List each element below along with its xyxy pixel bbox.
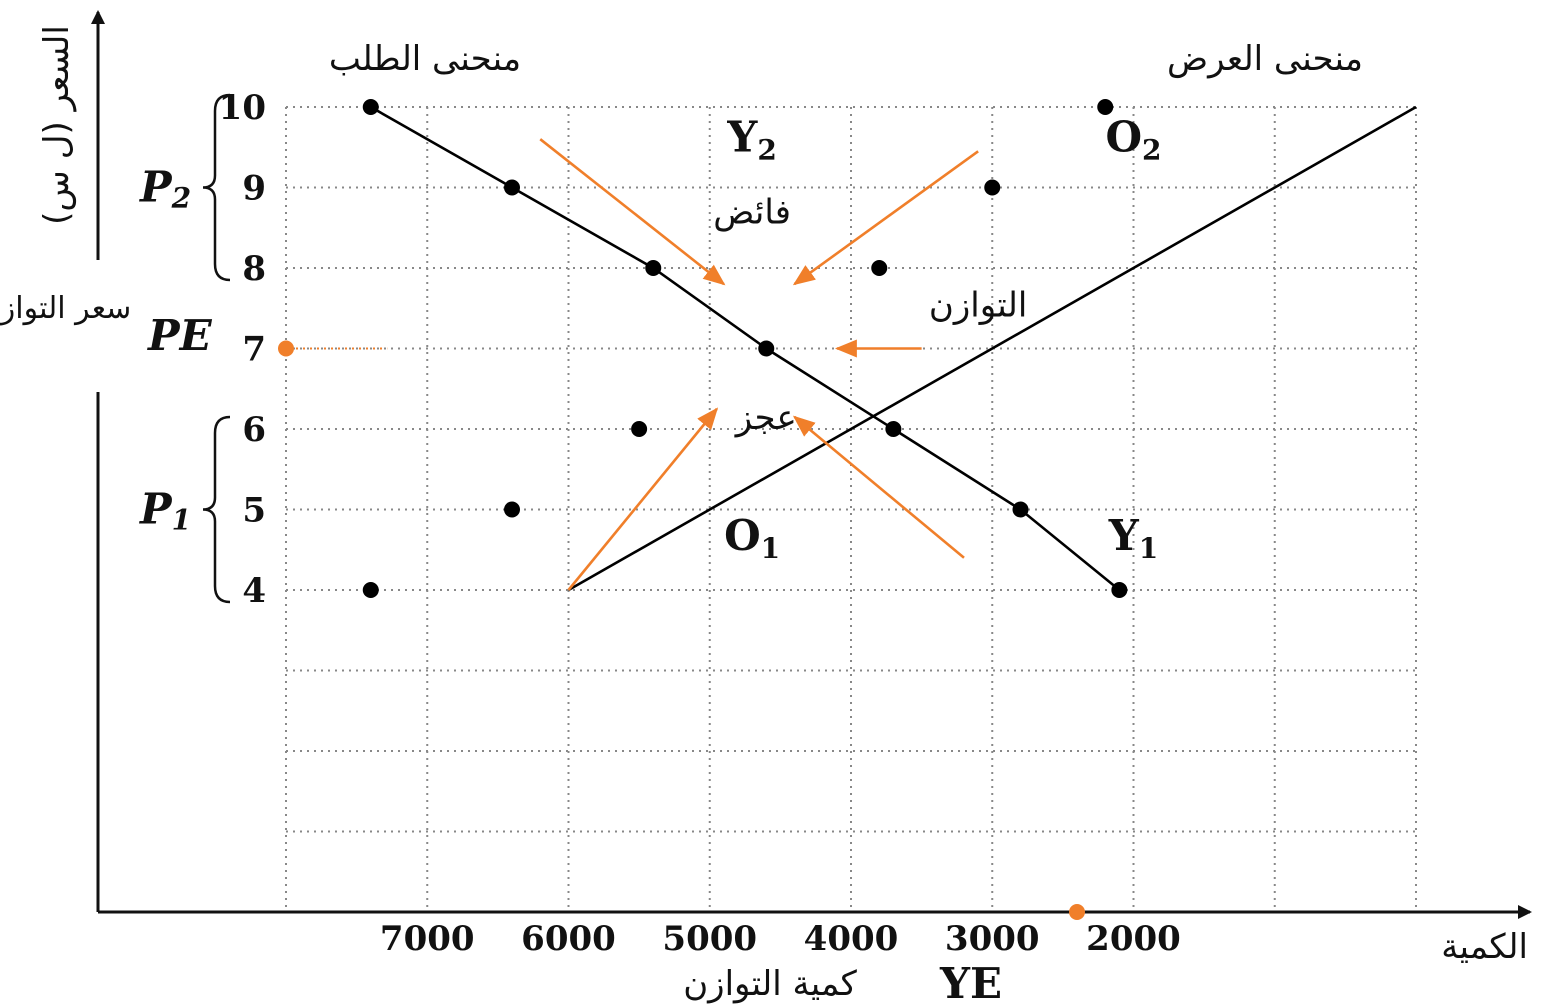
y-tick-label: 6 xyxy=(242,410,266,450)
equilibrium-price-label: سعر التوازن xyxy=(0,291,131,326)
bracket-label-subscript: 2 xyxy=(171,182,191,215)
annotations: فائض التوازن عجز xyxy=(713,193,1027,438)
supply-curve-title: منحنى العرض xyxy=(1167,39,1363,79)
x-tick-label: 3000 xyxy=(945,919,1040,959)
equilibrium-price-marker xyxy=(278,340,294,357)
x-tick-label: 5000 xyxy=(662,919,757,959)
data-point xyxy=(758,340,775,357)
x-tick-label: 4000 xyxy=(804,919,899,959)
curve-label: O1 xyxy=(724,511,780,565)
equilibrium-price-symbol: PE xyxy=(147,311,213,360)
y-tick-label: 4 xyxy=(242,571,266,611)
adjustment-arrow xyxy=(567,407,719,591)
adjustment-arrow xyxy=(792,415,965,559)
data-point xyxy=(1012,501,1029,518)
y-tick-label: 10 xyxy=(219,88,266,128)
data-points xyxy=(362,99,1128,598)
curve-label: O2 xyxy=(1105,112,1161,166)
bracket-label: P1 xyxy=(139,485,191,537)
data-point xyxy=(1111,582,1128,598)
curve-label-subscript: 1 xyxy=(1139,532,1158,565)
x-tick-label: 2000 xyxy=(1086,919,1181,959)
annotation-label: عجز xyxy=(734,398,797,438)
equilibrium-quantity-symbol: YE xyxy=(939,959,1002,1005)
data-point xyxy=(871,260,888,276)
x-tick-label: 6000 xyxy=(521,919,616,959)
curve-label-subscript: 2 xyxy=(757,133,776,166)
adjustment-arrows xyxy=(539,138,979,591)
data-point xyxy=(1097,99,1114,115)
y-tick-labels: 4 5 6 7 8 9 10 xyxy=(219,88,266,611)
y-axis-label: السعر (ل س) xyxy=(37,25,77,225)
data-point xyxy=(645,260,662,276)
x-axis-label: الكمية xyxy=(1441,927,1528,967)
price-bracket xyxy=(202,93,231,282)
data-point xyxy=(984,179,1001,196)
equilibrium-quantity-marker xyxy=(1069,904,1085,920)
adjustment-arrow xyxy=(792,150,979,286)
data-point xyxy=(631,421,648,437)
price-brackets: P2 P1 xyxy=(139,93,231,604)
x-tick-labels: 7000 6000 5000 4000 3000 2000 xyxy=(380,919,1181,959)
equilibrium-markers xyxy=(278,340,1085,920)
y-tick-label: 5 xyxy=(242,491,266,531)
y-tick-label: 9 xyxy=(242,169,266,209)
chart-grid xyxy=(285,106,1417,912)
curve-label: Y2 xyxy=(726,112,776,166)
bracket-label-subscript: 1 xyxy=(172,504,191,537)
demand-curve-title: منحنى الطلب xyxy=(329,39,521,79)
curve-label-subscript: 1 xyxy=(761,532,780,565)
curve-labels: Y2 O2 O1 Y1 xyxy=(724,112,1161,564)
x-tick-label: 7000 xyxy=(380,919,475,959)
data-point xyxy=(362,582,379,598)
annotation-label: التوازن xyxy=(929,285,1027,325)
curve-label-subscript: 2 xyxy=(1142,133,1161,166)
adjustment-arrow xyxy=(539,138,726,286)
data-point xyxy=(504,501,520,518)
data-point xyxy=(504,179,520,196)
data-point xyxy=(885,421,902,437)
y-tick-label: 7 xyxy=(242,330,266,370)
annotation-label: فائض xyxy=(713,193,791,233)
equilibrium-quantity-label: كمية التوازن xyxy=(683,964,857,1004)
curve-label: Y1 xyxy=(1108,511,1158,565)
price-bracket xyxy=(202,415,231,604)
bracket-label: P2 xyxy=(139,163,191,215)
data-point xyxy=(362,99,379,115)
supply-curve-line xyxy=(567,105,1417,592)
y-tick-label: 8 xyxy=(242,249,266,289)
